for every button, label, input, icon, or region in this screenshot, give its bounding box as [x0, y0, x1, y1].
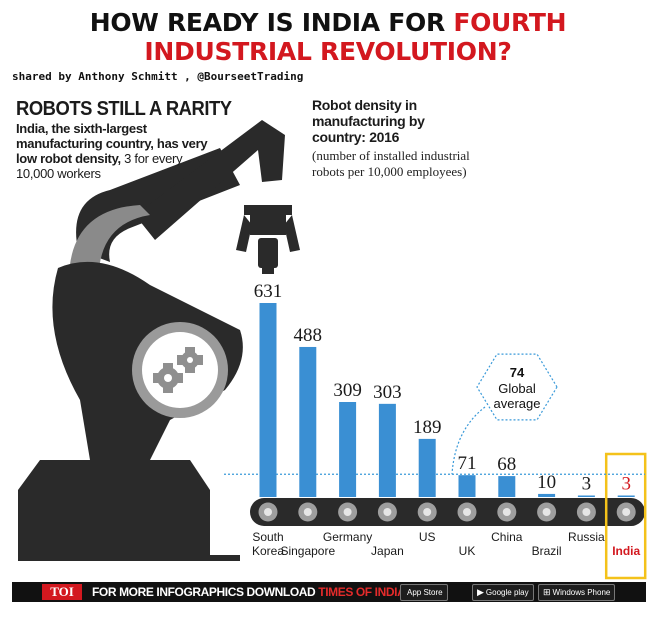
- headline-line2: INDUSTRIAL REVOLUTION?: [144, 37, 512, 66]
- category-label-uk: UK: [459, 544, 476, 558]
- headline-line1-red: FOURTH: [453, 8, 567, 37]
- global-average-label-line2: average: [494, 396, 541, 411]
- bar-brazil: [538, 493, 556, 497]
- category-label-us: US: [419, 530, 436, 544]
- category-label-south-korea: South: [252, 530, 283, 544]
- value-label-germany: 309: [333, 380, 362, 401]
- global-average-value: 74: [510, 365, 525, 380]
- value-label-uk: 71: [458, 453, 477, 474]
- google-play-badge[interactable]: ▶ Google play: [472, 584, 534, 601]
- left-panel-description: India, the sixth-largest manufacturing c…: [16, 121, 208, 181]
- value-label-south-korea: 631: [254, 281, 283, 302]
- bar-germany: [339, 401, 357, 497]
- google-play-icon: ▶: [477, 587, 484, 597]
- category-label-china: China: [491, 530, 523, 544]
- global-average-label-line1: Global: [498, 381, 536, 396]
- value-label-brazil: 10: [537, 472, 556, 493]
- value-label-us: 189: [413, 417, 442, 438]
- bar-singapore: [299, 346, 317, 497]
- category-label-india: India: [612, 544, 640, 558]
- bar-china: [498, 476, 516, 497]
- footer-bar: TOI FOR MORE INFOGRAPHICS DOWNLOAD TIMES…: [12, 582, 646, 602]
- value-label-india: 3: [621, 474, 631, 495]
- global-average-badge: [476, 353, 558, 421]
- toi-logo: TOI: [42, 584, 82, 600]
- bar-uk: [458, 475, 476, 497]
- headline: HOW READY IS INDIA FOR FOURTH INDUSTRIAL…: [0, 8, 656, 66]
- value-labels: 631 488 309 303 189 71 68 10 3 3: [254, 281, 631, 495]
- bar-japan: [378, 403, 396, 497]
- chart-bars: [259, 303, 635, 497]
- bar-us: [418, 438, 436, 497]
- reference-connector: [451, 406, 486, 475]
- left-panel-title: ROBOTS STILL A RARITY: [16, 98, 232, 120]
- value-label-japan: 303: [373, 382, 402, 403]
- india-highlight-box: [604, 452, 647, 580]
- bar-russia: [577, 495, 595, 497]
- robot-base: [18, 460, 210, 555]
- windows-icon: ⊞: [543, 587, 551, 597]
- category-label-south-korea: Korea: [252, 544, 284, 558]
- headline-line1: HOW READY IS INDIA FOR: [89, 8, 446, 37]
- robot-gripper: [236, 205, 300, 274]
- credit-line: shared by Anthony Schmitt , @BourseetTra…: [12, 70, 304, 83]
- category-label-germany: Germany: [323, 530, 372, 544]
- chart-subtitle: (number of installed industrial robots p…: [312, 148, 470, 179]
- category-label-brazil: Brazil: [532, 544, 562, 558]
- robot-forearm: [135, 120, 285, 240]
- chart-title: Robot density in manufacturing by countr…: [312, 97, 425, 145]
- conveyor-belt: [250, 452, 647, 580]
- value-label-russia: 3: [582, 474, 592, 495]
- bar-south-korea: [259, 303, 277, 497]
- category-label-japan: Japan: [371, 544, 404, 558]
- category-label-russia: Russia: [568, 530, 605, 544]
- value-label-china: 68: [497, 454, 516, 475]
- value-label-singapore: 488: [294, 325, 323, 346]
- category-label-singapore: Singapore: [280, 544, 335, 558]
- footer-text: FOR MORE INFOGRAPHICS DOWNLOAD TIMES OF …: [92, 585, 431, 599]
- bar-india: [617, 495, 635, 497]
- app-store-badge[interactable]: App Store: [400, 584, 448, 601]
- windows-phone-badge[interactable]: ⊞ Windows Phone: [538, 584, 616, 601]
